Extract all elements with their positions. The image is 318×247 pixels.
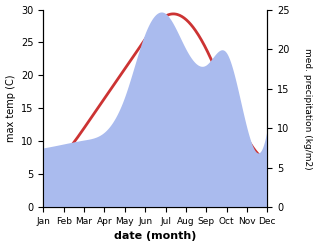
X-axis label: date (month): date (month) (114, 231, 197, 242)
Y-axis label: med. precipitation (kg/m2): med. precipitation (kg/m2) (303, 48, 313, 169)
Y-axis label: max temp (C): max temp (C) (5, 75, 16, 142)
